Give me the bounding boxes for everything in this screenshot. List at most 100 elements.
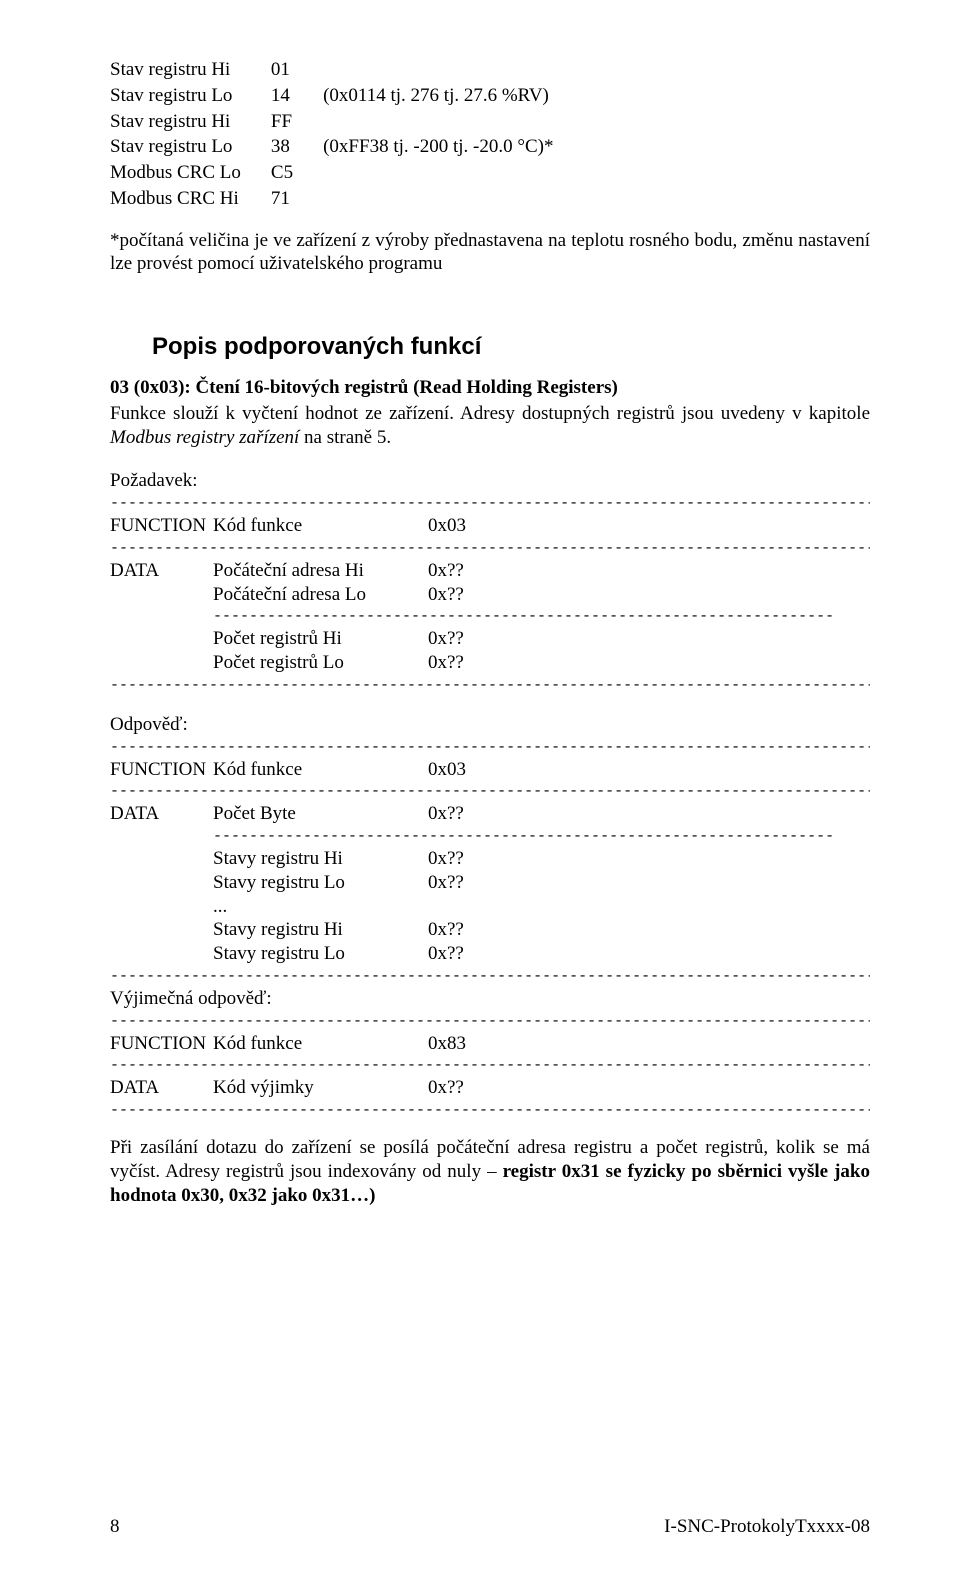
para-italic: Modbus registry zařízení xyxy=(110,427,299,448)
col-section xyxy=(110,847,213,871)
section-heading: Popis podporovaných funkcí xyxy=(152,332,870,362)
col-section: DATA xyxy=(110,1076,213,1100)
col-field: Stavy registru Hi xyxy=(213,847,428,871)
col-field: Kód funkce xyxy=(213,758,428,782)
col-field: Počáteční adresa Hi xyxy=(213,559,428,583)
col-field: Počet Byte xyxy=(213,802,428,826)
col-value: 0x03 xyxy=(428,758,870,782)
col-value xyxy=(428,895,870,919)
col-section: FUNCTION xyxy=(110,514,213,538)
table-cell: 38 xyxy=(271,135,323,161)
exception-label: Výjimečná odpověď: xyxy=(110,987,870,1011)
protocol-row: FUNCTION Kód funkce 0x03 xyxy=(110,514,870,538)
col-field: Počet registrů Lo xyxy=(213,651,428,675)
col-section xyxy=(110,871,213,895)
table-cell: Modbus CRC Hi xyxy=(110,187,271,213)
protocol-row: DATA Počáteční adresa Hi 0x?? xyxy=(110,559,870,583)
col-field: Kód funkce xyxy=(213,514,428,538)
table-cell: (0xFF38 tj. -200 tj. -20.0 °C)* xyxy=(323,135,583,161)
protocol-row: FUNCTION Kód funkce 0x83 xyxy=(110,1032,870,1056)
col-section: DATA xyxy=(110,802,213,826)
col-field: Kód výjimky xyxy=(213,1076,428,1100)
protocol-row: Stavy registru Hi 0x?? xyxy=(110,847,870,871)
col-value: 0x?? xyxy=(428,1076,870,1100)
divider-dashes: ----------------------------------------… xyxy=(110,969,870,984)
divider-dashes: ----------------------------------------… xyxy=(110,678,870,693)
divider-dashes: ----------------------------------------… xyxy=(110,496,870,511)
divider-dashes: ----------------------------------------… xyxy=(110,541,870,556)
response-label: Odpověď: xyxy=(110,713,870,737)
col-value: 0x?? xyxy=(428,802,870,826)
divider-dashes: ----------------------------------------… xyxy=(110,1014,870,1029)
col-value: 0x?? xyxy=(428,847,870,871)
protocol-row: DATA Počet Byte 0x?? xyxy=(110,802,870,826)
col-section xyxy=(110,651,213,675)
table-cell: 71 xyxy=(271,187,323,213)
col-value: 0x?? xyxy=(428,871,870,895)
closing-paragraph: Při zasílání dotazu do zařízení se posíl… xyxy=(110,1136,870,1207)
page-number: 8 xyxy=(110,1515,120,1539)
protocol-row: Počet registrů Lo 0x?? xyxy=(110,651,870,675)
table-cell: FF xyxy=(271,110,323,136)
col-value: 0x?? xyxy=(428,559,870,583)
divider-dashes: ----------------------------------------… xyxy=(110,1103,870,1118)
col-section xyxy=(110,583,213,607)
table-cell: 14 xyxy=(271,84,323,110)
table-cell xyxy=(323,187,583,213)
protocol-row: FUNCTION Kód funkce 0x03 xyxy=(110,758,870,782)
divider-dashes-inner: ----------------------------------------… xyxy=(213,829,833,844)
col-section: FUNCTION xyxy=(110,1032,213,1056)
divider-dashes: ----------------------------------------… xyxy=(110,740,870,755)
col-value: 0x?? xyxy=(428,627,870,651)
table-cell xyxy=(323,161,583,187)
col-value: 0x83 xyxy=(428,1032,870,1056)
protocol-row: Počet registrů Hi 0x?? xyxy=(110,627,870,651)
document-page: Stav registru Hi01 Stav registru Lo14(0x… xyxy=(0,0,960,1577)
table-cell: Stav registru Hi xyxy=(110,110,271,136)
divider-dashes-inner: ----------------------------------------… xyxy=(213,609,833,624)
col-field: ... xyxy=(213,895,428,919)
col-section: FUNCTION xyxy=(110,758,213,782)
protocol-row: DATA Kód výjimky 0x?? xyxy=(110,1076,870,1100)
protocol-row: ... xyxy=(110,895,870,919)
protocol-row: Stavy registru Lo 0x?? xyxy=(110,871,870,895)
col-value: 0x03 xyxy=(428,514,870,538)
protocol-row: Počáteční adresa Lo 0x?? xyxy=(110,583,870,607)
page-footer: 8 I-SNC-ProtokolyTxxxx-08 xyxy=(110,1515,870,1539)
col-value: 0x?? xyxy=(428,918,870,942)
table-cell: C5 xyxy=(271,161,323,187)
col-field: Počet registrů Hi xyxy=(213,627,428,651)
divider-dashes: ----------------------------------------… xyxy=(110,1058,870,1073)
table-cell: Stav registru Lo xyxy=(110,135,271,161)
table-cell: (0x0114 tj. 276 tj. 27.6 %RV) xyxy=(323,84,583,110)
document-id: I-SNC-ProtokolyTxxxx-08 xyxy=(664,1515,870,1539)
col-field: Stavy registru Lo xyxy=(213,871,428,895)
table-cell: Stav registru Lo xyxy=(110,84,271,110)
para-text: Funkce slouží k vyčtení hodnot ze zaříze… xyxy=(110,403,870,424)
para-text: na straně 5. xyxy=(299,427,391,448)
col-value: 0x?? xyxy=(428,942,870,966)
col-field: Stavy registru Lo xyxy=(213,942,428,966)
footnote-text: *počítaná veličina je ve zařízení z výro… xyxy=(110,229,870,277)
col-field: Počáteční adresa Lo xyxy=(213,583,428,607)
col-value: 0x?? xyxy=(428,651,870,675)
col-section xyxy=(110,895,213,919)
paragraph: Funkce slouží k vyčtení hodnot ze zaříze… xyxy=(110,402,870,450)
col-section xyxy=(110,918,213,942)
table-cell xyxy=(323,110,583,136)
table-cell xyxy=(323,58,583,84)
protocol-row: Stavy registru Lo 0x?? xyxy=(110,942,870,966)
request-label: Požadavek: xyxy=(110,469,870,493)
top-register-table: Stav registru Hi01 Stav registru Lo14(0x… xyxy=(110,58,583,213)
divider-dashes: ----------------------------------------… xyxy=(110,784,870,799)
col-field: Stavy registru Hi xyxy=(213,918,428,942)
col-section xyxy=(110,942,213,966)
col-section xyxy=(110,627,213,651)
protocol-row: Stavy registru Hi 0x?? xyxy=(110,918,870,942)
table-cell: 01 xyxy=(271,58,323,84)
subsection-heading: 03 (0x03): Čtení 16-bitových registrů (R… xyxy=(110,376,870,400)
table-cell: Stav registru Hi xyxy=(110,58,271,84)
col-section: DATA xyxy=(110,559,213,583)
col-value: 0x?? xyxy=(428,583,870,607)
col-field: Kód funkce xyxy=(213,1032,428,1056)
